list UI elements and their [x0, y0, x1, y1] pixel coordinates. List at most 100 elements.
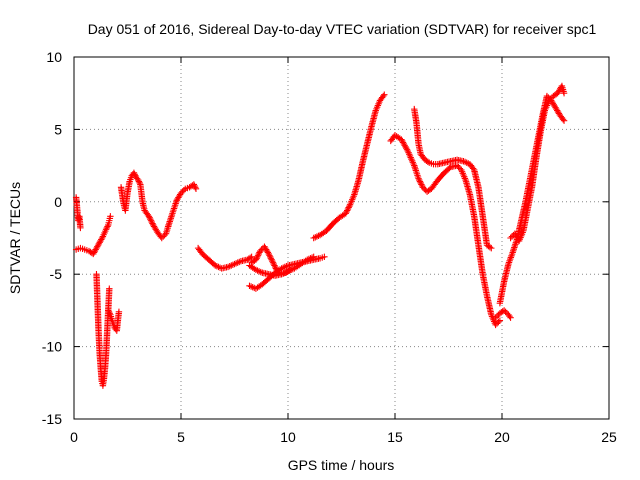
data-point-trail [254, 282, 264, 291]
data-point-trail [399, 137, 411, 153]
data-point-trail [239, 256, 249, 265]
data-point [130, 169, 138, 177]
data-point [190, 181, 198, 188]
data-point [77, 224, 84, 232]
data-point-trail [163, 225, 171, 236]
data-point [560, 117, 568, 124]
data-point [106, 285, 113, 292]
data-point-trail [423, 157, 432, 165]
data-point-trail [411, 107, 420, 124]
data-point-trail [498, 308, 506, 316]
x-tick-label: 20 [494, 429, 510, 445]
x-axis-label: GPS time / hours [288, 457, 395, 473]
data-point [381, 91, 388, 98]
data-point-trail [337, 211, 348, 220]
data-point-trail [187, 182, 196, 190]
series-pass-d [105, 307, 123, 334]
data-point [256, 247, 264, 255]
data-point-trail [273, 266, 284, 275]
series-pass-l [387, 131, 504, 329]
data-point-trail [355, 159, 366, 182]
data-point-trail [475, 185, 486, 218]
data-point-trail [100, 227, 109, 238]
data-point-trail [484, 294, 495, 317]
data-point [248, 253, 255, 261]
y-tick-label: 10 [46, 49, 62, 65]
data-point-trail [421, 185, 429, 194]
data-point-trail [493, 318, 502, 327]
y-tick-label: -15 [42, 411, 62, 427]
data-point [192, 185, 200, 192]
data-point-trail [191, 182, 199, 191]
data-point-trail [127, 174, 135, 183]
data-point-trail [258, 244, 267, 253]
data-point-trail [286, 265, 297, 274]
data-point [488, 244, 495, 252]
data-point [107, 213, 114, 220]
data-point-trail [94, 301, 102, 334]
data-point [252, 256, 260, 263]
data-points [72, 82, 568, 389]
data-point-trail [94, 240, 103, 250]
data-point-trail [312, 232, 322, 241]
data-point-trail [360, 142, 370, 163]
data-point [545, 97, 553, 104]
data-point-trail [479, 272, 490, 298]
data-point-trail [266, 252, 276, 265]
data-point-trail [557, 113, 567, 123]
data-point-trail [279, 263, 290, 271]
y-tick-label: -5 [50, 266, 63, 282]
data-point-trail [262, 244, 272, 256]
data-point-trail [324, 221, 336, 233]
data-point-trail [467, 162, 477, 172]
data-point-trail [318, 228, 329, 238]
data-point-trail [413, 120, 422, 146]
data-point-trail [292, 261, 303, 271]
data-point-trail [548, 98, 558, 110]
data-point-trail [535, 113, 546, 139]
x-tick-label: 0 [70, 429, 78, 445]
data-point-trail [522, 178, 533, 204]
data-point-trail [551, 90, 560, 99]
data-point [419, 184, 427, 191]
x-tick-label: 15 [387, 429, 403, 445]
series-pass-j [246, 253, 317, 279]
series-pass-g [194, 244, 255, 272]
data-point-trail [458, 168, 469, 182]
x-tick-label: 5 [177, 429, 185, 445]
data-point-trail [279, 268, 290, 277]
data-point-trail [516, 229, 526, 243]
data-point-trail [87, 248, 96, 257]
data-point-trail [93, 272, 101, 305]
data-point-trail [159, 231, 168, 240]
data-point-trail [312, 255, 322, 263]
data-point-trail [436, 159, 446, 167]
data-point-trail [213, 263, 224, 271]
data-point-trail [122, 191, 131, 212]
data-point-trail [131, 171, 139, 179]
data-point [115, 308, 123, 316]
data-point [543, 92, 551, 100]
data-point-trail [254, 267, 264, 276]
data-point [453, 162, 461, 169]
data-point [158, 234, 165, 242]
series-pass-b [72, 213, 114, 258]
data-point-trail [150, 223, 160, 234]
data-point [492, 314, 499, 321]
data-point-trail [220, 264, 230, 272]
data-point-trail [455, 163, 464, 172]
data-point-trail [299, 257, 309, 267]
data-point-trail [200, 251, 211, 262]
data-point-trail [508, 231, 517, 240]
data-point-trail [442, 165, 453, 175]
data-point-trail [496, 279, 508, 305]
y-tick-label: 5 [54, 121, 62, 137]
data-point [105, 307, 112, 314]
data-point-trail [537, 109, 548, 134]
data-point-trail [97, 234, 106, 245]
data-point-trail [545, 94, 553, 103]
data-point-trail [442, 158, 453, 166]
y-axis-label: SDTVAR / TECUs [7, 182, 23, 294]
series-pass-o [496, 92, 568, 307]
data-point-trail [110, 320, 118, 330]
